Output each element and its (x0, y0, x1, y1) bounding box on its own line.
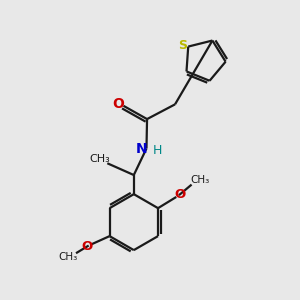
Text: O: O (82, 240, 93, 253)
Text: CH₃: CH₃ (58, 252, 77, 262)
Text: O: O (175, 188, 186, 200)
Text: S: S (178, 39, 188, 52)
Text: O: O (112, 98, 124, 111)
Text: H: H (153, 144, 162, 158)
Text: N: N (135, 142, 147, 155)
Text: CH₃: CH₃ (190, 175, 209, 185)
Text: CH₃: CH₃ (89, 154, 110, 164)
